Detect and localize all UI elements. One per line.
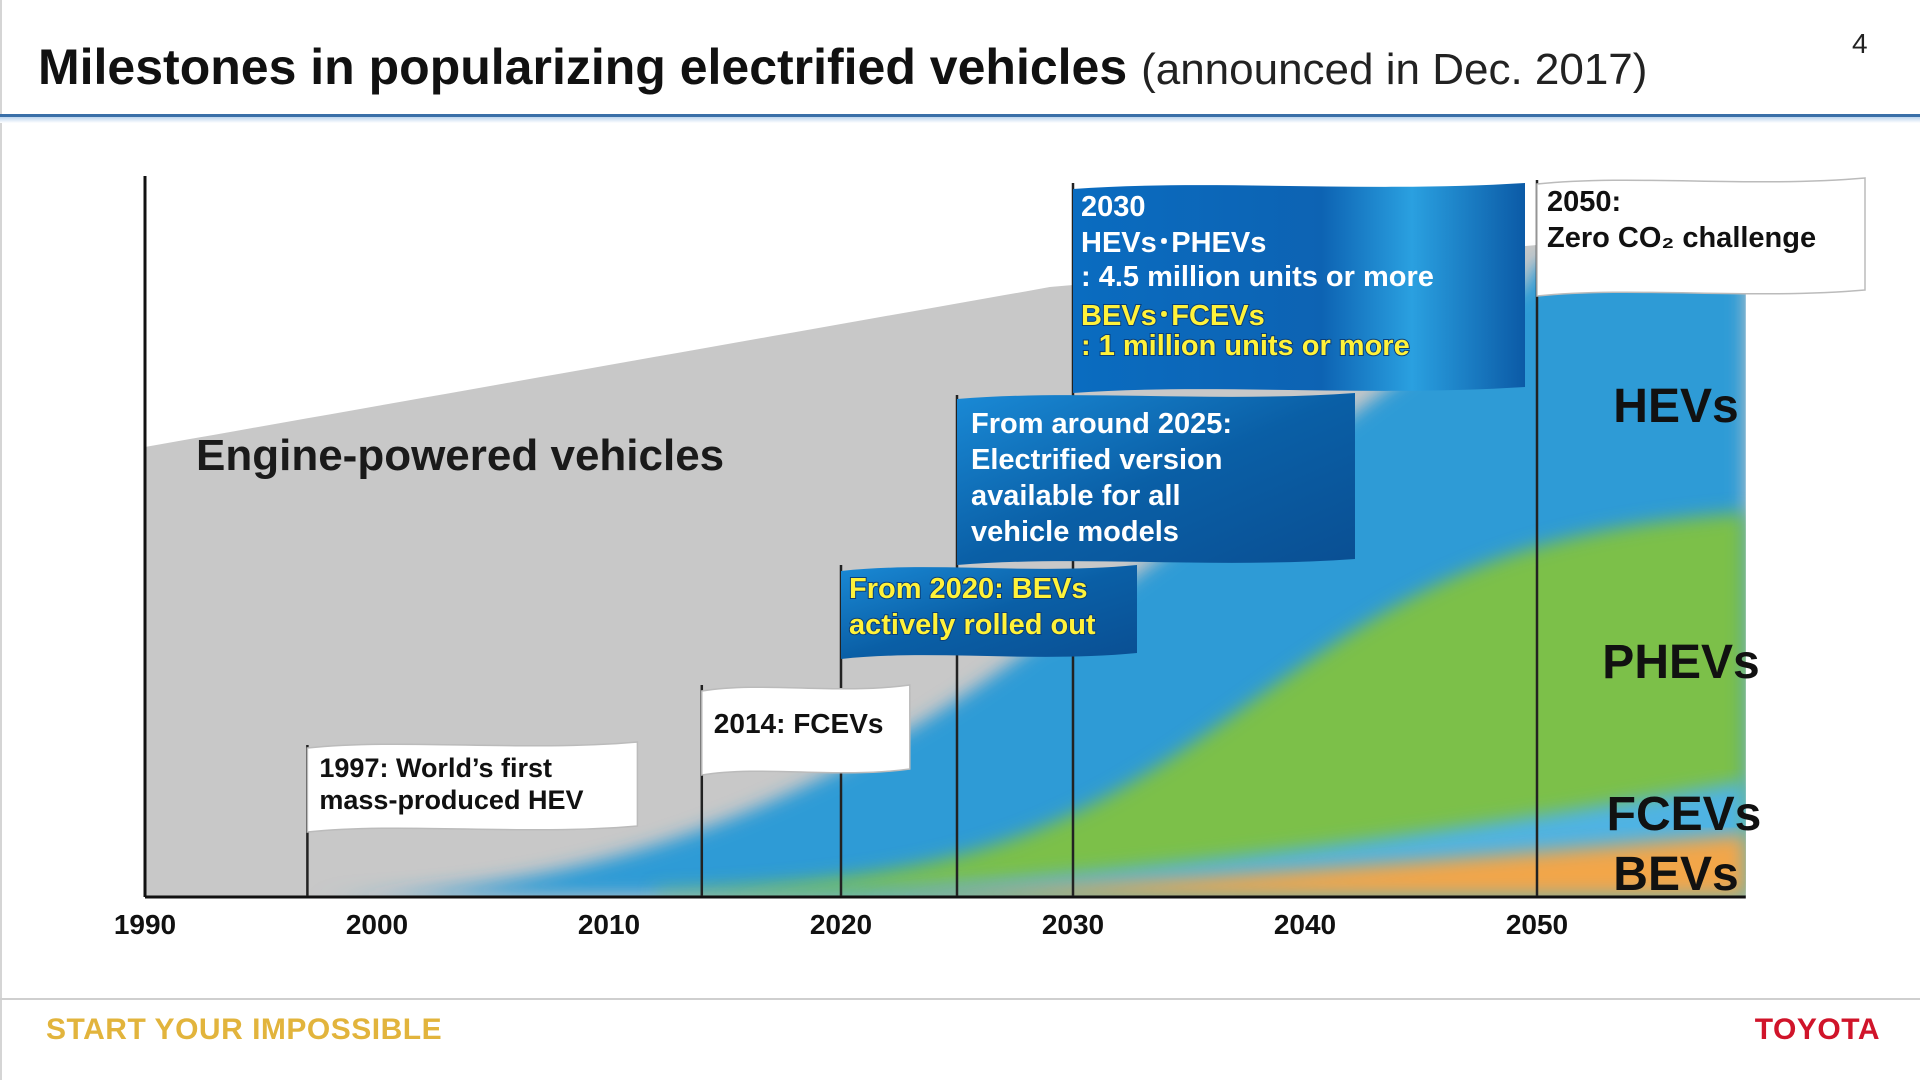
milestone-2025-line1: From around 2025: <box>971 408 1232 440</box>
title-bar: Milestones in popularizing electrified v… <box>0 0 1920 120</box>
region-label-fcevs: FCEVs <box>1607 788 1762 841</box>
milestone-2014-line1: 2014: FCEVs <box>714 708 884 739</box>
x-tick-label-2000: 2000 <box>346 909 408 940</box>
x-tick-label-2030: 2030 <box>1042 909 1104 940</box>
milestone-2030-white-line1: HEVs･PHEVs <box>1081 227 1266 259</box>
title-divider-glow <box>0 117 1920 123</box>
milestone-1997-line2: mass-produced HEV <box>319 785 583 815</box>
milestone-2050-line1: 2050: <box>1547 186 1621 218</box>
footer-tagline: START YOUR IMPOSSIBLE <box>46 1013 443 1046</box>
title-divider <box>0 114 1920 117</box>
milestone-2025-line2: Electrified version <box>971 444 1222 476</box>
x-tick-label-2020: 2020 <box>810 909 872 940</box>
area-phevs <box>655 512 1746 896</box>
x-tick-label-2040: 2040 <box>1274 909 1336 940</box>
title-main: Milestones in popularizing electrified v… <box>38 39 1128 95</box>
milestone-2030-yellow-line2: : 1 million units or more <box>1081 330 1410 362</box>
milestone-flag-2020 <box>841 565 1137 659</box>
milestone-2030-yellow-line1: BEVs･FCEVs <box>1081 300 1265 332</box>
milestone-flag-2030 <box>1073 183 1525 393</box>
electrification-chart: 1990 2000 2010 2020 2030 2040 2050 1997: World’… <box>114 176 1866 940</box>
region-label-hevs: HEVs <box>1613 380 1738 433</box>
milestone-2030-heading: 2030 <box>1081 191 1146 223</box>
region-label-engine-powered: Engine-powered vehicles <box>196 431 724 480</box>
milestone-1997-line1: 1997: World’s first <box>319 753 552 783</box>
milestone-flag-2050 <box>1536 177 1866 297</box>
x-tick-label-2050: 2050 <box>1506 909 1568 940</box>
milestone-flag-1997 <box>306 741 639 833</box>
page-title: Milestones in popularizing electrified v… <box>38 38 1647 96</box>
milestone-flag-2025 <box>957 393 1355 565</box>
region-label-bevs: BEVs <box>1613 848 1738 901</box>
x-tick-label-2010: 2010 <box>578 909 640 940</box>
milestone-2025-line3: available for all <box>971 480 1181 512</box>
milestone-2020-line2: actively rolled out <box>849 609 1096 641</box>
footer-divider <box>0 998 1920 1000</box>
toyota-logo: TOYOTA <box>1754 1013 1880 1046</box>
milestone-2020-line1: From 2020: BEVs <box>849 573 1088 605</box>
milestone-flag-2014 <box>701 684 911 776</box>
region-label-phevs: PHEVs <box>1602 636 1759 689</box>
title-subtitle: (announced in Dec. 2017) <box>1141 45 1648 94</box>
slide-border <box>0 0 2 1080</box>
milestone-2025-line4: vehicle models <box>971 516 1179 548</box>
milestone-2050-line2: Zero CO₂ challenge <box>1547 222 1816 254</box>
milestone-2030-white-line2: : 4.5 million units or more <box>1081 261 1434 293</box>
page-number: 4 <box>1852 28 1868 59</box>
area-bevs <box>841 834 1746 896</box>
x-tick-label-1990: 1990 <box>114 909 176 940</box>
